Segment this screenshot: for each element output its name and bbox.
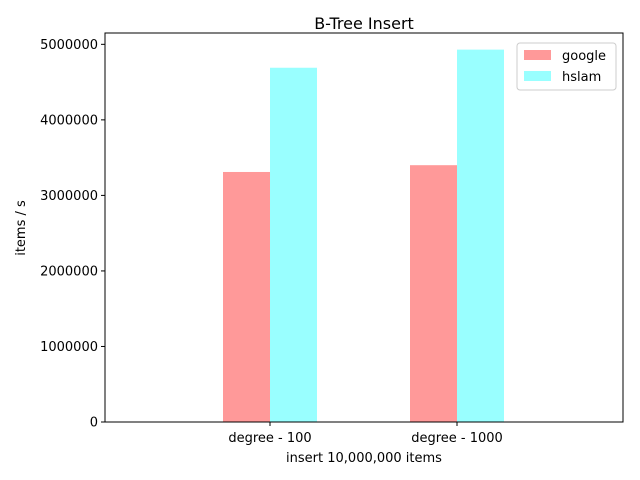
bar-hslam-1 [270, 67, 317, 422]
legend: google hslam [516, 42, 617, 91]
y-tick-label: 3000000 [40, 189, 98, 204]
legend-swatch-hslam [524, 71, 551, 81]
plot-area-frame [104, 32, 624, 423]
y-tick-label: 5000000 [40, 38, 98, 53]
legend-swatch-google [524, 50, 551, 60]
y-tick-label: 2000000 [40, 264, 98, 279]
y-axis-label: items / s [14, 200, 29, 256]
legend-label-hslam: hslam [562, 70, 601, 85]
bar-google-1 [223, 171, 270, 422]
bar-google-2 [410, 165, 457, 423]
x-axis: degree - 100 degree - 1000 [228, 422, 503, 446]
x-tick-label: degree - 1000 [411, 431, 503, 446]
y-tick-label: 0 [90, 416, 98, 431]
chart-title: B-Tree Insert [314, 14, 414, 33]
x-tick-label: degree - 100 [228, 431, 311, 446]
y-tick-label: 1000000 [40, 340, 98, 355]
y-axis: 0 1000000 2000000 3000000 4000000 5000000 [40, 38, 105, 431]
bars-group [223, 49, 504, 423]
bar-hslam-2 [457, 49, 504, 422]
x-axis-label: insert 10,000,000 items [286, 451, 442, 466]
y-tick-label: 4000000 [40, 113, 98, 128]
legend-label-google: google [562, 49, 606, 64]
